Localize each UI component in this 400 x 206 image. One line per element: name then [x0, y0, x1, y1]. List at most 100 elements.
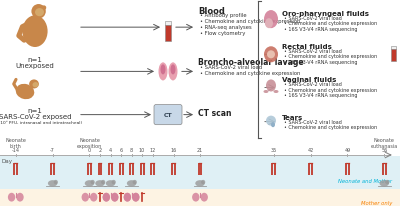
Ellipse shape: [48, 180, 57, 187]
Ellipse shape: [29, 80, 39, 89]
Ellipse shape: [274, 91, 278, 94]
Text: Vaginal fluids: Vaginal fluids: [282, 77, 336, 83]
Bar: [165, 22, 171, 26]
Text: (1.1×10⁵ PFU, intranasal and intratracheal): (1.1×10⁵ PFU, intranasal and intratrache…: [0, 120, 82, 124]
Ellipse shape: [90, 193, 97, 202]
Text: 16: 16: [170, 148, 177, 153]
Text: Oro-pharyngeal fluids: Oro-pharyngeal fluids: [282, 11, 369, 17]
FancyBboxPatch shape: [154, 105, 182, 125]
Text: Neonate and Mother: Neonate and Mother: [338, 178, 392, 183]
Ellipse shape: [200, 193, 208, 202]
Text: -7: -7: [50, 148, 55, 153]
Text: • Chemokine and cytokine expression: • Chemokine and cytokine expression: [284, 21, 377, 26]
Ellipse shape: [132, 193, 140, 202]
Text: 12: 12: [150, 148, 156, 153]
Text: • Flow cytometry: • Flow cytometry: [200, 31, 245, 36]
Text: n=1: n=1: [28, 57, 42, 63]
Text: 4: 4: [109, 148, 112, 153]
Text: • SARS-CoV-2 viral load: • SARS-CoV-2 viral load: [284, 16, 342, 21]
Text: 56: 56: [381, 148, 387, 153]
Ellipse shape: [168, 63, 178, 81]
Text: • SARS-CoV-2 viral load: • SARS-CoV-2 viral load: [284, 119, 342, 124]
Ellipse shape: [31, 5, 46, 19]
Text: -14: -14: [12, 148, 20, 153]
Ellipse shape: [8, 193, 15, 202]
Ellipse shape: [267, 51, 275, 59]
Text: • Chemokine and cytokine expression: • Chemokine and cytokine expression: [200, 71, 300, 76]
Text: • Antibody profile: • Antibody profile: [200, 13, 247, 18]
Ellipse shape: [264, 11, 278, 29]
Text: 35: 35: [270, 148, 277, 153]
Ellipse shape: [85, 180, 94, 187]
Ellipse shape: [101, 180, 105, 184]
Ellipse shape: [201, 180, 205, 184]
Text: • 16S V3-V4 rRNA sequencing: • 16S V3-V4 rRNA sequencing: [284, 60, 358, 64]
Text: Blood: Blood: [198, 7, 225, 16]
Ellipse shape: [22, 16, 48, 48]
Ellipse shape: [16, 84, 34, 100]
Text: CT: CT: [164, 112, 172, 118]
Ellipse shape: [90, 180, 95, 184]
Ellipse shape: [271, 123, 275, 128]
Ellipse shape: [266, 80, 276, 92]
Ellipse shape: [124, 193, 131, 202]
Text: 21: 21: [197, 148, 203, 153]
Ellipse shape: [103, 193, 110, 202]
Text: 6: 6: [120, 148, 123, 153]
Text: • Chemokine and cytokine expression: • Chemokine and cytokine expression: [284, 54, 377, 59]
Text: 42: 42: [308, 148, 314, 153]
Ellipse shape: [385, 180, 390, 184]
Ellipse shape: [82, 193, 89, 202]
Ellipse shape: [264, 47, 278, 63]
Text: Neonate
exposition: Neonate exposition: [77, 137, 102, 148]
Ellipse shape: [266, 116, 276, 126]
Text: • Chemokine and cytokine expression: • Chemokine and cytokine expression: [284, 87, 377, 92]
Text: Unexposed: Unexposed: [16, 63, 54, 69]
Text: Day: Day: [2, 158, 12, 163]
Text: Broncho-alveolar lavage: Broncho-alveolar lavage: [198, 58, 304, 67]
Ellipse shape: [112, 180, 116, 184]
Text: • 16S V3-V4 rRNA sequencing: • 16S V3-V4 rRNA sequencing: [284, 26, 358, 31]
Text: Tears: Tears: [282, 114, 303, 120]
Ellipse shape: [264, 91, 268, 94]
Ellipse shape: [103, 193, 110, 202]
Text: Neonate
birth: Neonate birth: [5, 137, 26, 148]
Ellipse shape: [170, 65, 176, 75]
Bar: [390, 47, 396, 50]
Ellipse shape: [133, 180, 137, 184]
Text: 0: 0: [88, 148, 91, 153]
Ellipse shape: [380, 180, 389, 187]
Text: • SARS-CoV-2 viral load: • SARS-CoV-2 viral load: [200, 65, 262, 70]
Text: 49: 49: [344, 148, 350, 153]
Text: • Chemokine and cytokine expression: • Chemokine and cytokine expression: [284, 124, 377, 129]
Ellipse shape: [160, 65, 166, 75]
Ellipse shape: [192, 193, 200, 202]
Ellipse shape: [111, 193, 118, 202]
Ellipse shape: [54, 180, 58, 184]
Ellipse shape: [16, 193, 24, 202]
Ellipse shape: [132, 193, 140, 202]
Text: SARS-CoV-2 exposed: SARS-CoV-2 exposed: [0, 113, 71, 119]
Bar: [0, 189, 400, 206]
Text: Rectal fluids: Rectal fluids: [282, 44, 332, 50]
Ellipse shape: [42, 6, 46, 11]
Ellipse shape: [106, 180, 115, 187]
Bar: [0, 157, 400, 189]
Ellipse shape: [35, 9, 44, 17]
Ellipse shape: [124, 193, 131, 202]
Ellipse shape: [195, 180, 205, 187]
Ellipse shape: [158, 63, 168, 81]
Text: Neonate
euthanasia: Neonate euthanasia: [370, 137, 398, 148]
Ellipse shape: [111, 193, 118, 202]
Bar: [390, 50, 396, 62]
Text: Mother only: Mother only: [361, 200, 392, 205]
Text: • 16S V3-V4 rRNA sequencing: • 16S V3-V4 rRNA sequencing: [284, 92, 358, 97]
Text: n=1: n=1: [28, 107, 42, 113]
Ellipse shape: [95, 180, 105, 187]
Text: • RNA-seq analyses: • RNA-seq analyses: [200, 25, 252, 30]
Bar: [165, 26, 171, 42]
Text: 2: 2: [98, 148, 102, 153]
Text: 8: 8: [130, 148, 133, 153]
Text: 10: 10: [139, 148, 145, 153]
Text: • SARS-CoV-2 viral load: • SARS-CoV-2 viral load: [284, 49, 342, 54]
